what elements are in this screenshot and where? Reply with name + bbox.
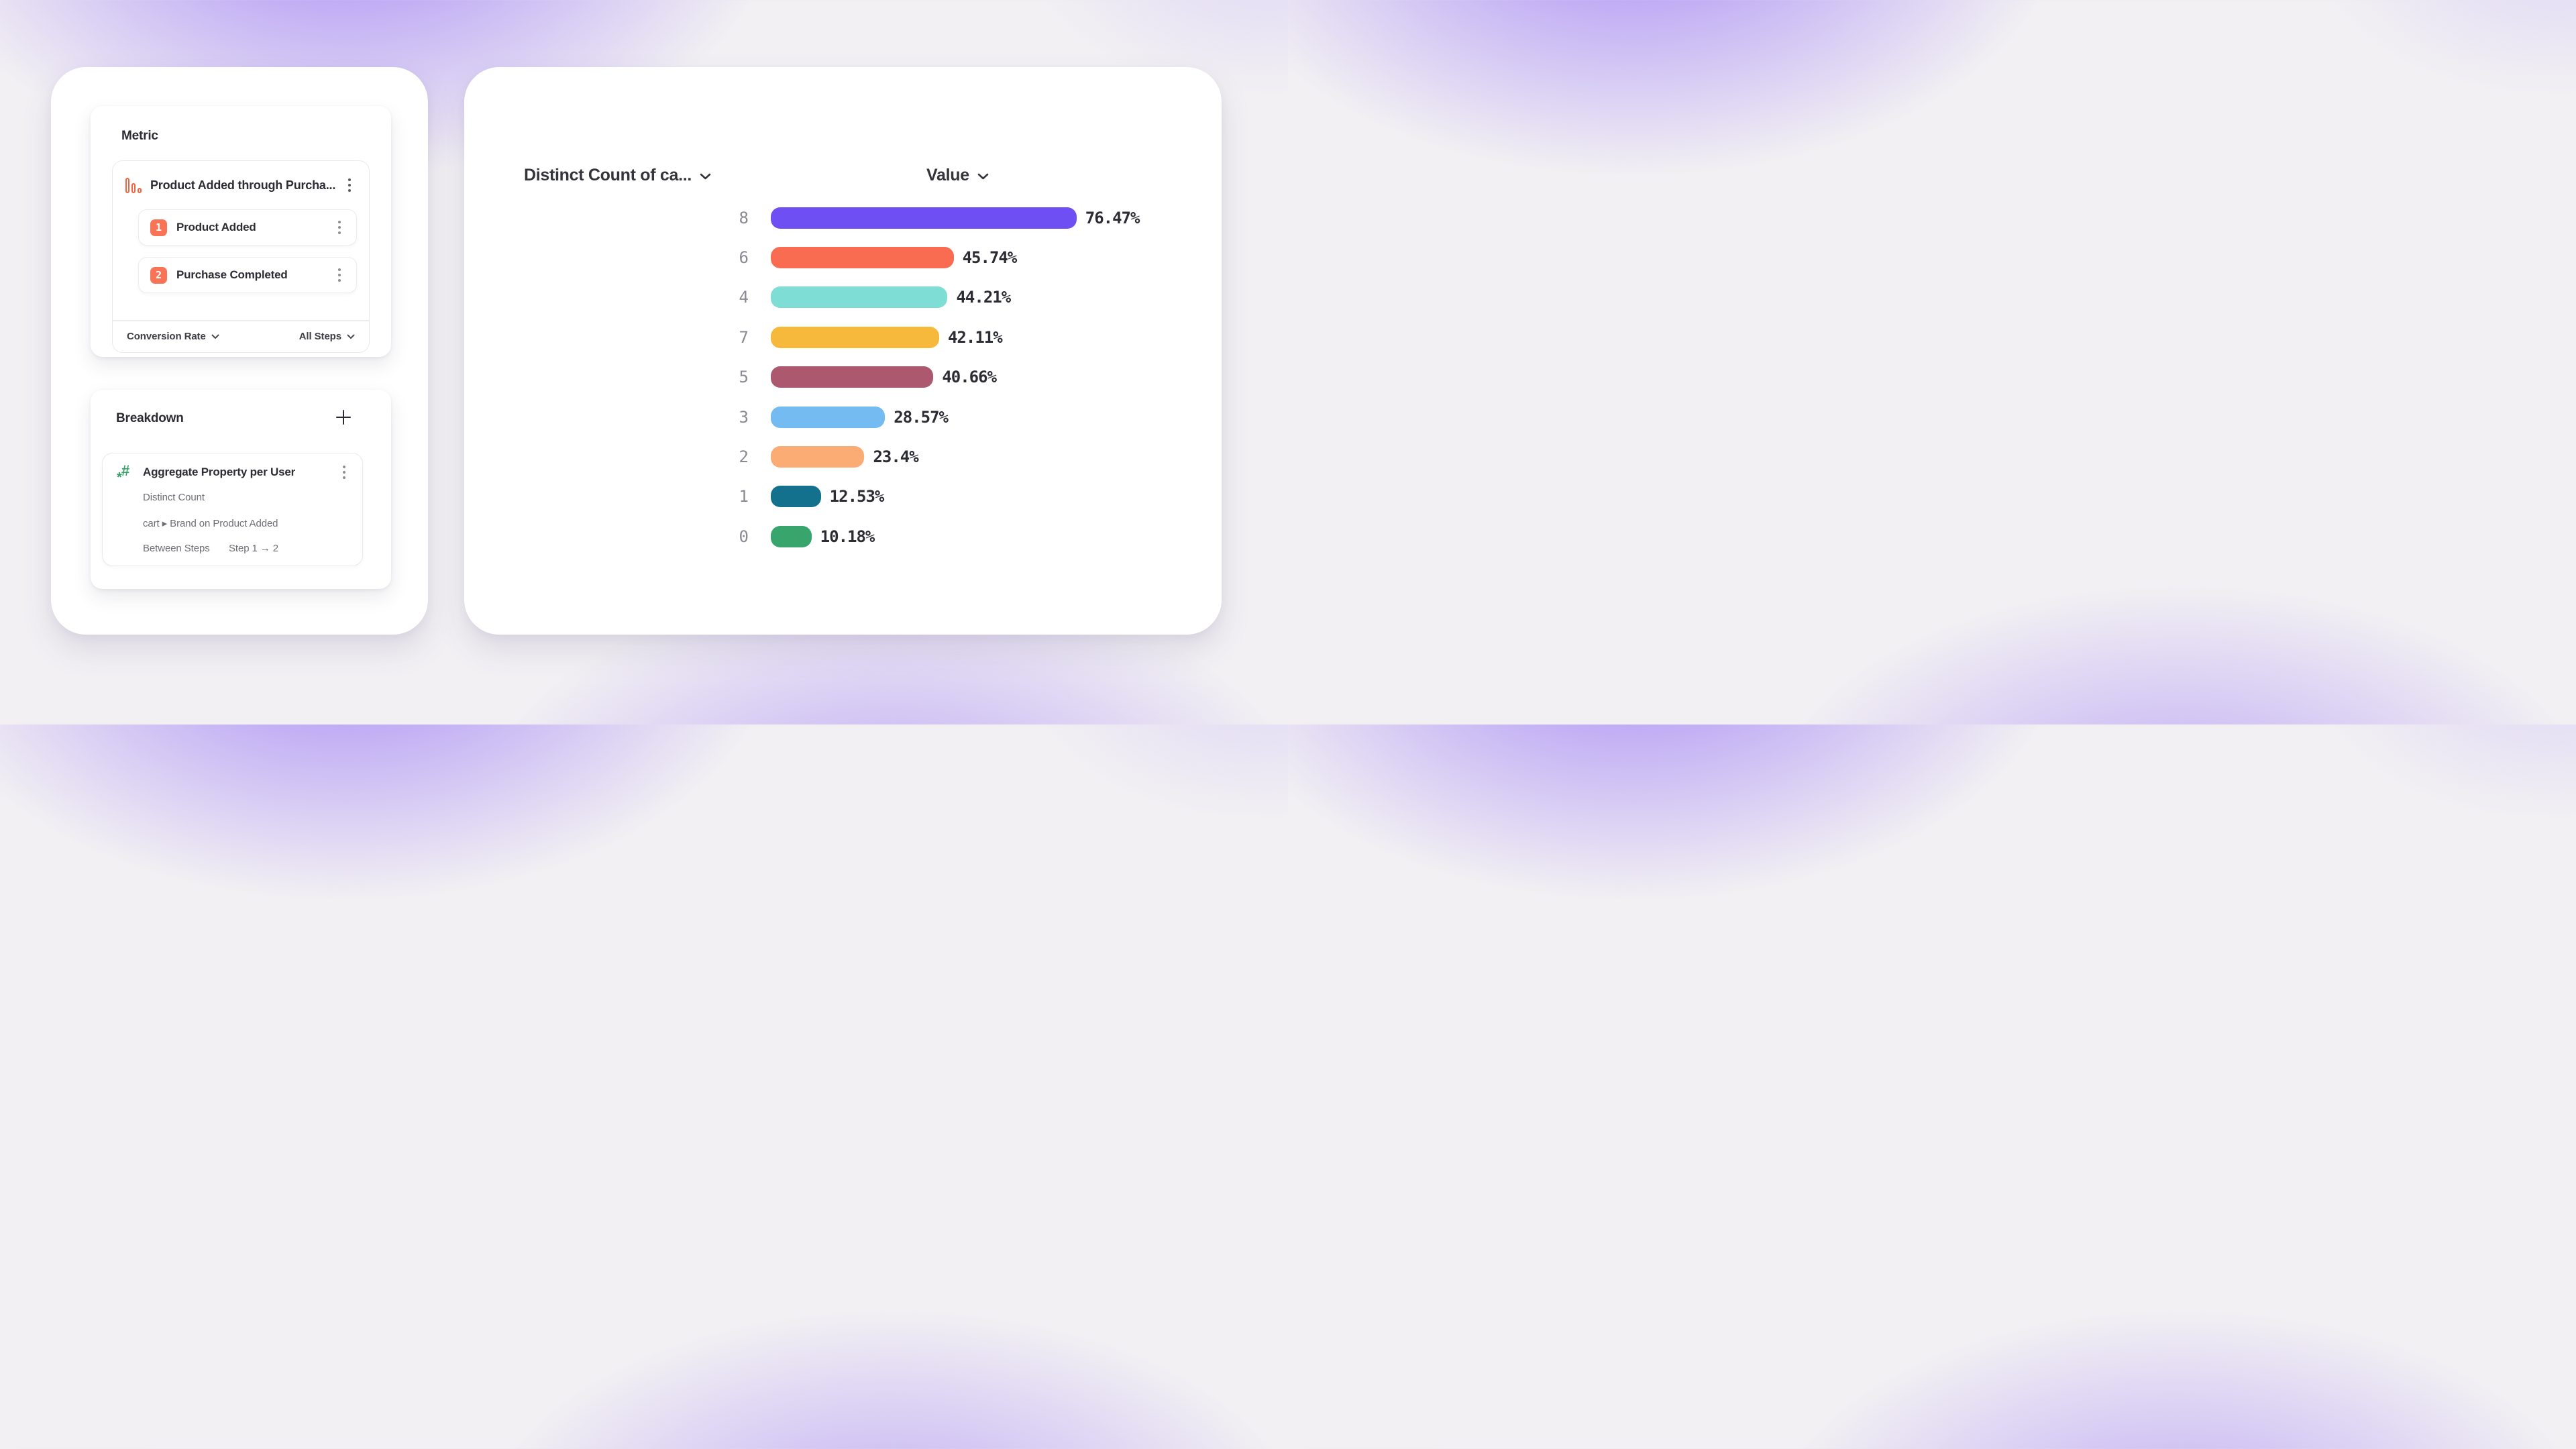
step-label: Purchase Completed: [176, 268, 288, 281]
metric-kebab-menu-icon[interactable]: [343, 178, 356, 192]
category-label: 2: [739, 447, 749, 467]
chart-row-0: 0 10.18%: [464, 517, 1222, 556]
category-label: 5: [739, 368, 749, 387]
step-kebab-menu-icon[interactable]: [333, 221, 345, 234]
value-label: 42.11%: [947, 327, 1003, 347]
chart-row-2: 2 23.4%: [464, 437, 1222, 476]
chevron-down-icon: [700, 173, 711, 180]
bar-5[interactable]: [771, 366, 934, 388]
all-steps-dropdown[interactable]: All Steps: [299, 331, 355, 342]
value-label: 76.47%: [1085, 208, 1140, 227]
funnel-step-2[interactable]: 2 Purchase Completed: [138, 257, 357, 293]
category-label: 4: [739, 288, 749, 307]
scope-value: Step 1 → 2: [229, 543, 279, 554]
category-label: 8: [739, 208, 749, 227]
category-label: 1: [739, 487, 749, 506]
all-steps-label: All Steps: [299, 331, 341, 343]
bar-7[interactable]: [771, 326, 939, 348]
config-panel: Metric Product Added through Purcha... 1…: [51, 67, 428, 635]
bar-0[interactable]: [771, 525, 812, 547]
breakdown-aggregation: Distinct Count: [143, 492, 205, 503]
metric-footer: Conversion Rate All Steps: [113, 321, 369, 353]
step-label: Product Added: [176, 221, 256, 233]
metric-name: Product Added through Purcha...: [150, 178, 336, 192]
chart-row-3: 3 28.57%: [464, 397, 1222, 437]
breakdown-section-title: Breakdown: [116, 411, 184, 425]
category-label: 6: [739, 248, 749, 268]
category-label: 0: [739, 527, 749, 546]
category-header-label: Distinct Count of ca...: [524, 166, 692, 184]
metric-section-title: Metric: [121, 129, 158, 143]
breakdown-title-row: # * Aggregate Property per User: [103, 453, 362, 491]
value-label: 28.57%: [894, 407, 949, 427]
value-label: 44.21%: [956, 288, 1011, 307]
chart-rows: 8 76.47% 6 45.74% 4 44.21% 7 42.11% 5 40.66% 3 28.5…: [464, 198, 1222, 557]
chart-row-8: 8 76.47%: [464, 198, 1222, 237]
step-kebab-menu-icon[interactable]: [333, 268, 345, 282]
value-label: 40.66%: [942, 368, 997, 387]
bar-8[interactable]: [771, 207, 1077, 229]
metric-title-row[interactable]: Product Added through Purcha...: [113, 161, 369, 209]
breakdown-property: cart ▸ Brand on Product Added: [143, 518, 278, 529]
chart-row-7: 7 42.11%: [464, 317, 1222, 357]
scope-label: Between Steps: [143, 543, 210, 554]
add-breakdown-button[interactable]: [336, 410, 351, 425]
bar-6[interactable]: [771, 247, 954, 269]
chart-row-6: 6 45.74%: [464, 237, 1222, 277]
conversion-rate-label: Conversion Rate: [127, 331, 206, 343]
value-label: 10.18%: [820, 527, 875, 546]
breakdown-section: Breakdown # * Aggregate Property per Use…: [91, 390, 391, 589]
funnel-step-1[interactable]: 1 Product Added: [138, 209, 357, 246]
metric-section: Metric Product Added through Purcha... 1…: [91, 106, 391, 357]
chart-panel: Distinct Count of ca... Value 8 76.47% 6 45…: [464, 67, 1222, 635]
chevron-down-icon: [977, 173, 989, 180]
breakdown-name: Aggregate Property per User: [143, 466, 296, 478]
value-label: 23.4%: [873, 447, 918, 467]
metric-group: Product Added through Purcha... 1 Produc…: [112, 160, 370, 353]
category-label: 7: [739, 327, 749, 347]
chevron-down-icon: [211, 334, 219, 339]
value-header-label: Value: [926, 166, 969, 184]
value-label: 12.53%: [829, 487, 885, 506]
chart-row-5: 5 40.66%: [464, 358, 1222, 397]
breakdown-item[interactable]: # * Aggregate Property per User Distinct…: [102, 453, 363, 566]
value-header-dropdown[interactable]: Value: [926, 166, 989, 185]
conversion-rate-dropdown[interactable]: Conversion Rate: [127, 331, 219, 342]
breakdown-scope: Between Steps Step 1 → 2: [143, 543, 344, 554]
step-number-badge: 1: [150, 219, 167, 236]
funnel-chart-icon: [125, 177, 142, 193]
breakdown-kebab-menu-icon[interactable]: [338, 466, 350, 479]
step-number-badge: 2: [150, 266, 167, 284]
category-header-dropdown[interactable]: Distinct Count of ca...: [524, 166, 711, 185]
bar-1[interactable]: [771, 486, 821, 508]
bar-2[interactable]: [771, 446, 865, 468]
divider: [113, 320, 369, 321]
chart-row-4: 4 44.21%: [464, 278, 1222, 317]
chart-row-1: 1 12.53%: [464, 477, 1222, 517]
category-label: 3: [739, 407, 749, 427]
value-label: 45.74%: [962, 248, 1018, 268]
hash-property-icon: # *: [117, 462, 130, 485]
bar-3[interactable]: [771, 406, 885, 428]
chevron-down-icon: [347, 334, 355, 339]
bar-4[interactable]: [771, 286, 948, 309]
